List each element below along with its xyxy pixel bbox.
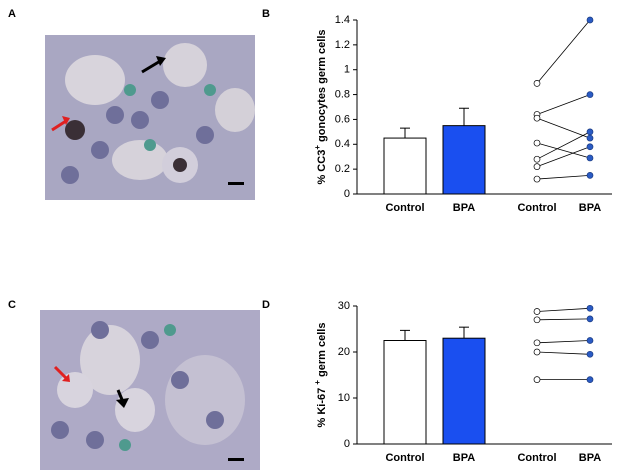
micrograph xyxy=(45,35,255,200)
micrograph xyxy=(40,310,260,470)
x-tick-label: Control xyxy=(517,202,556,214)
bpa-point xyxy=(586,376,594,383)
bpa-point xyxy=(586,143,594,151)
control-point xyxy=(533,376,541,383)
pair-line xyxy=(536,318,591,321)
y-axis-label-part: germ cells xyxy=(316,323,328,380)
y-axis-label-part: gonocytes germ cells xyxy=(316,29,328,145)
control-point xyxy=(533,339,541,347)
x-tick-label: BPA xyxy=(453,452,475,464)
bpa-point xyxy=(586,154,594,162)
bar xyxy=(442,337,486,445)
y-axis-label-part: % Ki-67 xyxy=(316,385,328,428)
y-tick-label: 1.2 xyxy=(335,39,350,51)
pair-line xyxy=(536,19,591,84)
control-point xyxy=(533,348,541,356)
pair-line xyxy=(536,117,591,139)
bpa-point xyxy=(586,350,594,358)
bpa-point xyxy=(586,304,594,312)
bar xyxy=(383,137,427,195)
bpa-point xyxy=(586,16,594,24)
control-point xyxy=(533,155,541,163)
pair-line xyxy=(536,351,591,355)
pair-line xyxy=(536,146,591,168)
control-point xyxy=(533,316,541,324)
x-tick-label: BPA xyxy=(453,202,475,214)
y-tick-label: 20 xyxy=(338,346,350,358)
control-point xyxy=(533,175,541,183)
y-tick-label: 1 xyxy=(344,64,350,76)
bar xyxy=(442,125,486,195)
y-tick-label: 0.2 xyxy=(335,163,350,175)
y-tick-label: 10 xyxy=(338,392,350,404)
y-tick-label: 0 xyxy=(344,188,350,200)
bpa-point xyxy=(586,128,594,136)
pair-line xyxy=(536,131,591,160)
x-tick-label: Control xyxy=(385,452,424,464)
y-axis-label: % Ki-67 + germ cells xyxy=(313,323,328,428)
bpa-point xyxy=(586,172,594,179)
bpa-point xyxy=(586,337,594,344)
y-tick-label: 30 xyxy=(338,300,350,312)
y-axis-label-part: + xyxy=(313,145,322,150)
bpa-point xyxy=(586,315,594,323)
pair-line xyxy=(536,307,591,312)
pair-line xyxy=(536,340,591,344)
bpa-point xyxy=(586,134,594,142)
control-point xyxy=(533,114,541,122)
y-tick-label: 0 xyxy=(344,438,350,450)
x-tick-label: BPA xyxy=(579,452,601,464)
y-axis-label: % CC3+ gonocytes germ cells xyxy=(313,29,328,184)
panel-label: A xyxy=(8,8,16,20)
bpa-point xyxy=(586,91,594,98)
x-tick-label: Control xyxy=(385,202,424,214)
control-point xyxy=(533,80,541,87)
bar xyxy=(383,340,427,445)
control-point xyxy=(533,139,541,147)
control-point xyxy=(533,308,541,315)
y-tick-label: 0.6 xyxy=(335,113,350,125)
y-tick-label: 1.4 xyxy=(335,14,350,26)
y-axis-label-part: % CC3 xyxy=(316,150,328,185)
x-tick-label: Control xyxy=(517,452,556,464)
y-tick-label: 0.8 xyxy=(335,88,350,100)
y-axis-label-part: + xyxy=(313,380,322,385)
panel-label: C xyxy=(8,299,16,311)
pair-line xyxy=(536,94,591,115)
panel-label: B xyxy=(262,8,270,20)
pair-line xyxy=(536,174,591,180)
x-tick-label: BPA xyxy=(579,202,601,214)
control-point xyxy=(533,163,541,171)
panel-label: D xyxy=(262,299,270,311)
pair-line xyxy=(536,142,591,159)
y-tick-label: 0.4 xyxy=(335,138,350,150)
